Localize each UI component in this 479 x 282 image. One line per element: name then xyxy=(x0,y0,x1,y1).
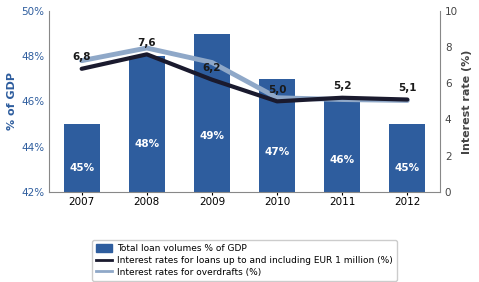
Interest rates for loans up to and including EUR 1 million (%) xyxy=(404,98,410,101)
Line: Interest rates for overdrafts (%): Interest rates for overdrafts (%) xyxy=(81,48,407,100)
Bar xyxy=(194,34,230,282)
Interest rates for overdrafts (%) xyxy=(79,59,84,62)
Text: 6,2: 6,2 xyxy=(203,63,221,73)
Text: 48%: 48% xyxy=(134,139,160,149)
Text: 5,1: 5,1 xyxy=(398,83,417,93)
Interest rates for overdrafts (%) xyxy=(404,99,410,102)
Bar xyxy=(324,101,360,282)
Text: 5,0: 5,0 xyxy=(268,85,286,95)
Text: 45%: 45% xyxy=(69,163,94,173)
Interest rates for loans up to and including EUR 1 million (%) xyxy=(274,100,280,103)
Interest rates for loans up to and including EUR 1 million (%) xyxy=(79,67,84,70)
Y-axis label: Interest rate (%): Interest rate (%) xyxy=(462,49,472,153)
Interest rates for overdrafts (%) xyxy=(339,98,345,101)
Line: Interest rates for loans up to and including EUR 1 million (%): Interest rates for loans up to and inclu… xyxy=(81,54,407,101)
Bar xyxy=(129,56,165,282)
Legend: Total loan volumes % of GDP, Interest rates for loans up to and including EUR 1 : Total loan volumes % of GDP, Interest ra… xyxy=(92,240,397,281)
Text: 47%: 47% xyxy=(264,147,290,157)
Y-axis label: % of GDP: % of GDP xyxy=(7,72,17,130)
Bar xyxy=(259,79,295,282)
Interest rates for loans up to and including EUR 1 million (%) xyxy=(144,53,149,56)
Interest rates for loans up to and including EUR 1 million (%) xyxy=(339,96,345,100)
Text: 49%: 49% xyxy=(199,131,225,141)
Text: 45%: 45% xyxy=(395,163,420,173)
Bar xyxy=(389,124,425,282)
Interest rates for overdrafts (%) xyxy=(274,96,280,100)
Interest rates for loans up to and including EUR 1 million (%) xyxy=(209,78,215,81)
Interest rates for overdrafts (%) xyxy=(144,46,149,50)
Text: 5,2: 5,2 xyxy=(333,81,352,91)
Text: 7,6: 7,6 xyxy=(137,38,156,48)
Text: 6,8: 6,8 xyxy=(72,52,91,63)
Bar xyxy=(64,124,100,282)
Interest rates for overdrafts (%) xyxy=(209,61,215,64)
Text: 46%: 46% xyxy=(330,155,355,165)
